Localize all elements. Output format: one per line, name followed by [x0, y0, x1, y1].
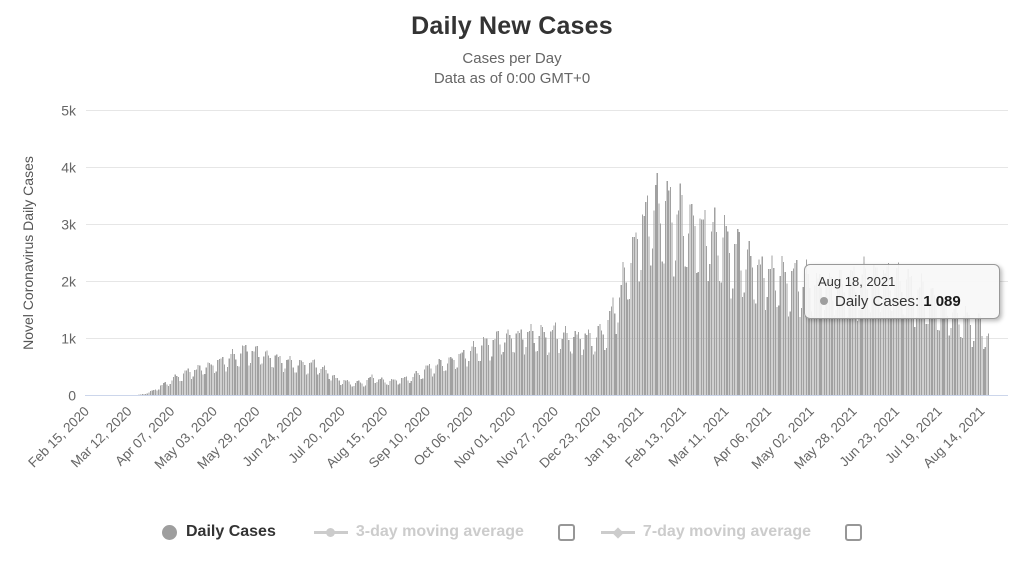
tooltip-series-line: Daily Cases: 1 089 [818, 293, 987, 310]
tooltip: Aug 18, 2021 Daily Cases: 1 089 [804, 264, 1000, 319]
chart-subtitle-line2: Data as of 0:00 GMT+0 [433, 70, 591, 87]
svg-text:3k: 3k [61, 217, 77, 233]
3day-avg-checkbox[interactable] [557, 523, 575, 541]
svg-text:1k: 1k [61, 331, 77, 347]
legend-label-7day-avg: 7-day moving average [642, 523, 811, 540]
tooltip-series-label: Daily Cases: [835, 293, 920, 310]
7day-avg-checkbox[interactable] [845, 523, 862, 541]
daily-cases-marker-icon [162, 524, 177, 540]
7day-avg-line-diamond-marker-icon [600, 525, 635, 540]
svg-text:2k: 2k [61, 274, 77, 290]
legend-item-daily-cases[interactable]: Daily Cases [162, 523, 276, 541]
svg-text:4k: 4k [61, 160, 77, 176]
series-marker-icon [820, 297, 828, 305]
legend-item-7day-avg[interactable]: 7-day moving average [600, 523, 811, 541]
legend: Daily Cases 3-day moving average 7-day m… [0, 517, 1024, 547]
legend-label-3day-avg: 3-day moving average [355, 523, 524, 540]
tooltip-date: Aug 18, 2021 [818, 274, 896, 289]
chart-subtitle-line1: Cases per Day [462, 50, 562, 67]
legend-item-3day-avg[interactable]: 3-day moving average [313, 523, 524, 541]
y-axis-labels: 0 1k 2k 3k 4k 5k [61, 103, 77, 404]
3day-avg-line-circle-marker-icon [313, 525, 348, 540]
legend-label-daily-cases: Daily Cases [186, 523, 276, 540]
chart-title: Daily New Cases [411, 12, 613, 40]
daily-cases-bars[interactable] [136, 172, 990, 396]
svg-text:5k: 5k [61, 103, 77, 119]
gridlines [86, 110, 1008, 339]
svg-text:0: 0 [68, 388, 76, 404]
tooltip-value: 1 089 [923, 293, 961, 310]
y-axis-title: Novel Coronavirus Daily Cases [20, 156, 36, 350]
